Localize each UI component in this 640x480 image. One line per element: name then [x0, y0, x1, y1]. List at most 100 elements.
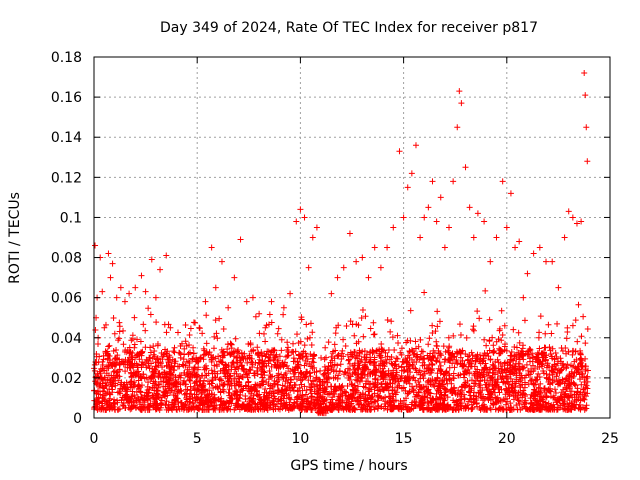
scatter-point	[208, 244, 215, 251]
scatter-point	[441, 244, 448, 251]
scatter-point	[412, 142, 419, 149]
scatter-point	[582, 92, 589, 99]
y-tick-label: 0.18	[51, 50, 82, 66]
scatter-point	[503, 224, 510, 231]
scatter-point	[109, 260, 116, 267]
scatter-point	[107, 274, 114, 281]
scatter-point	[167, 324, 174, 331]
scatter-point	[433, 218, 440, 225]
scatter-point	[225, 304, 232, 311]
scatter-point	[249, 294, 256, 301]
y-tick-label: 0.04	[51, 331, 82, 347]
scatter-point	[346, 230, 353, 237]
scatter-point	[512, 244, 519, 251]
scatter-point	[456, 88, 463, 95]
scatter-point	[487, 258, 494, 265]
scatter-point	[450, 178, 457, 185]
scatter-point	[400, 214, 407, 221]
scatter-point	[365, 274, 372, 281]
scatter-point	[549, 258, 556, 265]
scatter-point	[421, 214, 428, 221]
scatter-point	[446, 224, 453, 231]
scatter-point	[322, 344, 329, 351]
scatter-point	[152, 294, 159, 301]
scatter-point	[138, 272, 145, 279]
scatter-point	[536, 244, 543, 251]
scatter-point	[268, 298, 275, 305]
scatter-point	[499, 178, 506, 185]
scatter-point	[359, 254, 366, 261]
scatter-point	[584, 158, 591, 165]
scatter-point	[507, 190, 514, 197]
scatter-point	[396, 148, 403, 155]
scatter-point	[287, 290, 294, 297]
scatter-point	[117, 284, 124, 291]
scatter-point	[565, 208, 572, 215]
scatter-point	[177, 354, 184, 361]
scatter-point	[371, 244, 378, 251]
scatter-point	[218, 258, 225, 265]
scatter-point	[481, 218, 488, 225]
scatter-point	[318, 354, 325, 361]
scatter-point	[458, 100, 465, 107]
scatter-point	[569, 214, 576, 221]
scatter-point	[561, 234, 568, 241]
x-tick-label: 10	[291, 431, 309, 447]
scatter-point	[334, 274, 341, 281]
x-tick-label: 0	[90, 431, 99, 447]
scatter-point	[328, 290, 335, 297]
scatter-point	[390, 224, 397, 231]
y-tick-label: 0.02	[51, 371, 82, 387]
scatter-point	[578, 218, 585, 225]
scatter-point	[305, 264, 312, 271]
scatter-point	[196, 324, 203, 331]
scatter-point	[280, 304, 287, 311]
scatter-point	[101, 324, 108, 331]
scatter-point	[113, 294, 120, 301]
scatter-point	[231, 274, 238, 281]
scatter-point	[157, 266, 164, 273]
grid	[94, 57, 610, 418]
x-tick-label: 15	[395, 431, 413, 447]
scatter-point	[493, 234, 500, 241]
scatter-point	[121, 298, 128, 305]
y-axis-label: ROTI / TECUs	[7, 192, 23, 284]
scatter-point	[583, 124, 590, 131]
scatter-point	[581, 70, 588, 77]
chart-title: Day 349 of 2024, Rate Of TEC Index for r…	[160, 20, 538, 36]
scatter-point	[212, 284, 219, 291]
scatter-point	[105, 250, 112, 257]
scatter-point	[183, 358, 190, 365]
scatter-point	[437, 194, 444, 201]
scatter-point	[516, 238, 523, 245]
scatter-point	[92, 242, 99, 249]
scatter-point	[297, 206, 304, 213]
scatter-point	[384, 244, 391, 251]
scatter-point	[520, 294, 527, 301]
scatter-point	[132, 284, 139, 291]
scatter-point	[474, 210, 481, 217]
scatter-point	[163, 252, 170, 259]
scatter-point	[262, 324, 269, 331]
scatter-points-peaks	[92, 70, 591, 365]
y-tick-label: 0.08	[51, 251, 82, 267]
scatter-point	[243, 298, 250, 305]
scatter-point	[454, 124, 461, 131]
axis-ticks: 0 0.02 0.04 0.06 0.08 0.1 0.12 0.14 0.16 0.18 0 5 10…	[51, 50, 619, 447]
x-tick-label: 5	[193, 431, 202, 447]
scatter-point	[237, 236, 244, 243]
scatter-point	[148, 256, 155, 263]
x-tick-label: 20	[498, 431, 516, 447]
scatter-point	[408, 170, 415, 177]
scatter-point	[274, 330, 281, 337]
x-axis-label: GPS time / hours	[290, 458, 407, 474]
scatter-point	[340, 264, 347, 271]
scatter-point	[543, 258, 550, 265]
scatter-point	[171, 344, 178, 351]
scatter-point	[524, 270, 531, 277]
scatter-point	[425, 204, 432, 211]
scatter-cloud	[91, 287, 591, 417]
y-tick-label: 0.06	[51, 291, 82, 307]
scatter-point	[573, 220, 580, 227]
scatter-point	[142, 288, 149, 295]
